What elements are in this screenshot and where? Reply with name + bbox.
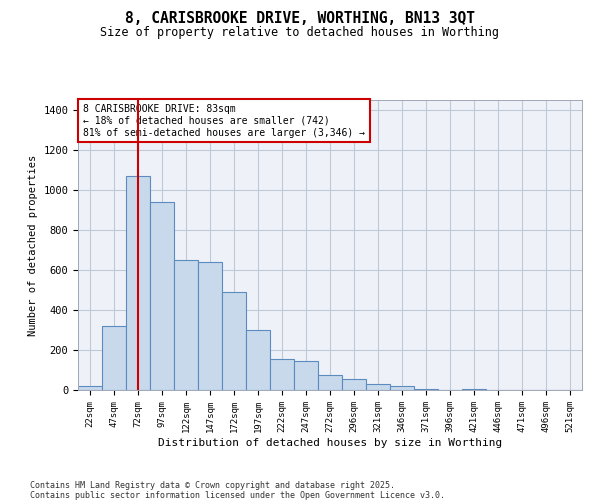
- Bar: [366, 384, 390, 390]
- Bar: [126, 176, 150, 390]
- Y-axis label: Number of detached properties: Number of detached properties: [28, 154, 38, 336]
- Bar: [462, 389, 486, 390]
- Text: 8 CARISBROOKE DRIVE: 83sqm
← 18% of detached houses are smaller (742)
81% of sem: 8 CARISBROOKE DRIVE: 83sqm ← 18% of deta…: [83, 104, 365, 138]
- Bar: [222, 292, 246, 390]
- Bar: [78, 386, 102, 390]
- Bar: [270, 359, 294, 390]
- Text: Size of property relative to detached houses in Worthing: Size of property relative to detached ho…: [101, 26, 499, 39]
- Bar: [198, 262, 222, 390]
- Bar: [318, 375, 342, 390]
- Bar: [246, 330, 270, 390]
- Text: Contains public sector information licensed under the Open Government Licence v3: Contains public sector information licen…: [30, 490, 445, 500]
- X-axis label: Distribution of detached houses by size in Worthing: Distribution of detached houses by size …: [158, 438, 502, 448]
- Bar: [294, 361, 318, 390]
- Text: 8, CARISBROOKE DRIVE, WORTHING, BN13 3QT: 8, CARISBROOKE DRIVE, WORTHING, BN13 3QT: [125, 11, 475, 26]
- Bar: [390, 386, 414, 390]
- Bar: [150, 202, 174, 390]
- Text: Contains HM Land Registry data © Crown copyright and database right 2025.: Contains HM Land Registry data © Crown c…: [30, 480, 395, 490]
- Bar: [174, 260, 198, 390]
- Bar: [342, 379, 366, 390]
- Bar: [102, 326, 126, 390]
- Bar: [414, 389, 438, 390]
